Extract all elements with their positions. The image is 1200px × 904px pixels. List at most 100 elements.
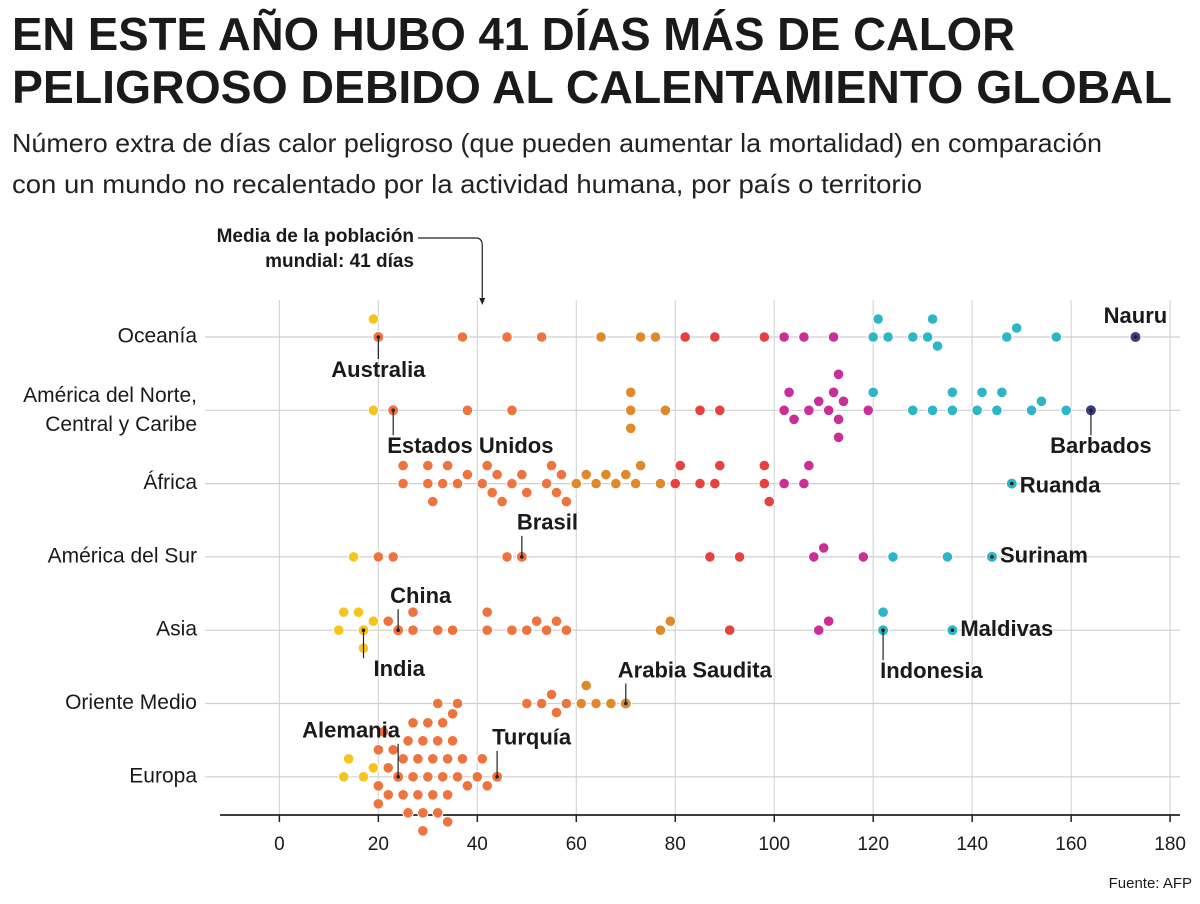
dot bbox=[778, 477, 790, 490]
dot bbox=[545, 459, 558, 472]
point-label: China bbox=[390, 583, 452, 608]
dot bbox=[397, 789, 409, 801]
dot bbox=[441, 753, 454, 765]
dot bbox=[580, 468, 592, 481]
dot bbox=[521, 486, 533, 499]
dot bbox=[941, 551, 954, 563]
subtitle: con un mundo no recalentado por la activ… bbox=[12, 169, 922, 199]
dot bbox=[506, 624, 518, 637]
mean-arrow bbox=[418, 237, 483, 301]
dot bbox=[590, 477, 602, 490]
row-label: Europa bbox=[129, 764, 197, 787]
dot bbox=[516, 468, 528, 481]
dot bbox=[402, 735, 414, 747]
point-label: Nauru bbox=[1104, 303, 1168, 328]
dot bbox=[654, 624, 667, 637]
dot bbox=[412, 753, 424, 765]
point-label: Alemania bbox=[302, 718, 401, 743]
dot bbox=[407, 771, 419, 783]
dot bbox=[590, 697, 602, 710]
dot bbox=[803, 459, 815, 472]
dot bbox=[624, 404, 637, 417]
dot bbox=[446, 708, 459, 720]
dot bbox=[832, 413, 845, 426]
dot bbox=[822, 404, 835, 417]
dot bbox=[456, 753, 469, 765]
dot bbox=[822, 615, 835, 628]
dot bbox=[758, 331, 771, 343]
dot bbox=[481, 459, 494, 472]
dot bbox=[426, 789, 439, 801]
row-label: Oriente Medio bbox=[65, 691, 197, 714]
highlight-center bbox=[1009, 481, 1014, 486]
point-label: Surinam bbox=[1000, 543, 1088, 568]
dot bbox=[387, 744, 399, 756]
dot bbox=[337, 771, 350, 783]
point-label: Maldivas bbox=[960, 616, 1053, 641]
dot bbox=[778, 331, 790, 343]
dot bbox=[342, 753, 355, 765]
dot bbox=[506, 404, 518, 417]
dot bbox=[674, 459, 687, 472]
point-label: Barbados bbox=[1050, 433, 1151, 458]
dot bbox=[407, 717, 419, 729]
dot bbox=[926, 313, 939, 325]
dot bbox=[367, 313, 380, 325]
dot bbox=[352, 606, 365, 619]
dot bbox=[407, 624, 419, 637]
rows: Oceanía América del Norte, Central y Carib… bbox=[23, 325, 1180, 787]
dot bbox=[624, 422, 637, 435]
dot bbox=[506, 477, 518, 490]
dot bbox=[402, 807, 414, 819]
dot bbox=[654, 477, 667, 490]
dot bbox=[679, 331, 691, 343]
point-label: Arabia Saudita bbox=[618, 657, 773, 682]
annotations: Australia Nauru Estados Unidos Barbados Ruan… bbox=[217, 226, 1168, 777]
dot bbox=[372, 744, 385, 756]
dot bbox=[827, 331, 840, 343]
dot bbox=[422, 771, 434, 783]
dot bbox=[496, 495, 508, 508]
dot bbox=[817, 542, 830, 554]
dot bbox=[417, 735, 429, 747]
row-label: América del Sur bbox=[48, 544, 197, 567]
x-tick-label: 0 bbox=[274, 834, 285, 855]
dot bbox=[595, 331, 607, 343]
dot bbox=[976, 386, 988, 399]
highlight-center bbox=[950, 628, 955, 632]
dot bbox=[521, 624, 533, 637]
x-tick-label: 100 bbox=[758, 834, 790, 855]
dot bbox=[382, 789, 395, 801]
chart-title: PELIGROSO DEBIDO AL CALENTAMIENTO GLOBAL bbox=[12, 61, 1172, 113]
point-label: Turquía bbox=[492, 725, 572, 750]
row-label: Oceanía bbox=[118, 325, 198, 348]
point-label: Ruanda bbox=[1020, 472, 1101, 497]
dot bbox=[426, 495, 439, 508]
dot bbox=[827, 386, 840, 399]
point-label: Brasil bbox=[517, 510, 578, 535]
dot bbox=[377, 726, 390, 738]
dot bbox=[570, 477, 583, 490]
dot bbox=[906, 331, 919, 343]
mean-text: mundial: bbox=[265, 251, 349, 272]
dot bbox=[486, 486, 498, 499]
dot bbox=[337, 606, 350, 619]
x-tick-label: 20 bbox=[368, 834, 389, 855]
dot bbox=[535, 331, 548, 343]
dot bbox=[372, 551, 385, 563]
dot bbox=[971, 404, 983, 417]
dot bbox=[372, 798, 385, 810]
dot bbox=[545, 688, 558, 701]
dot bbox=[610, 477, 622, 490]
mean-arrowhead bbox=[479, 298, 486, 305]
dot bbox=[882, 331, 894, 343]
dot bbox=[798, 331, 810, 343]
dot bbox=[991, 404, 1003, 417]
dot bbox=[694, 477, 706, 490]
dot bbox=[422, 477, 434, 490]
dot bbox=[431, 624, 444, 637]
dot bbox=[461, 404, 474, 417]
dot bbox=[550, 486, 563, 499]
dot bbox=[535, 697, 548, 710]
dot bbox=[422, 717, 434, 729]
